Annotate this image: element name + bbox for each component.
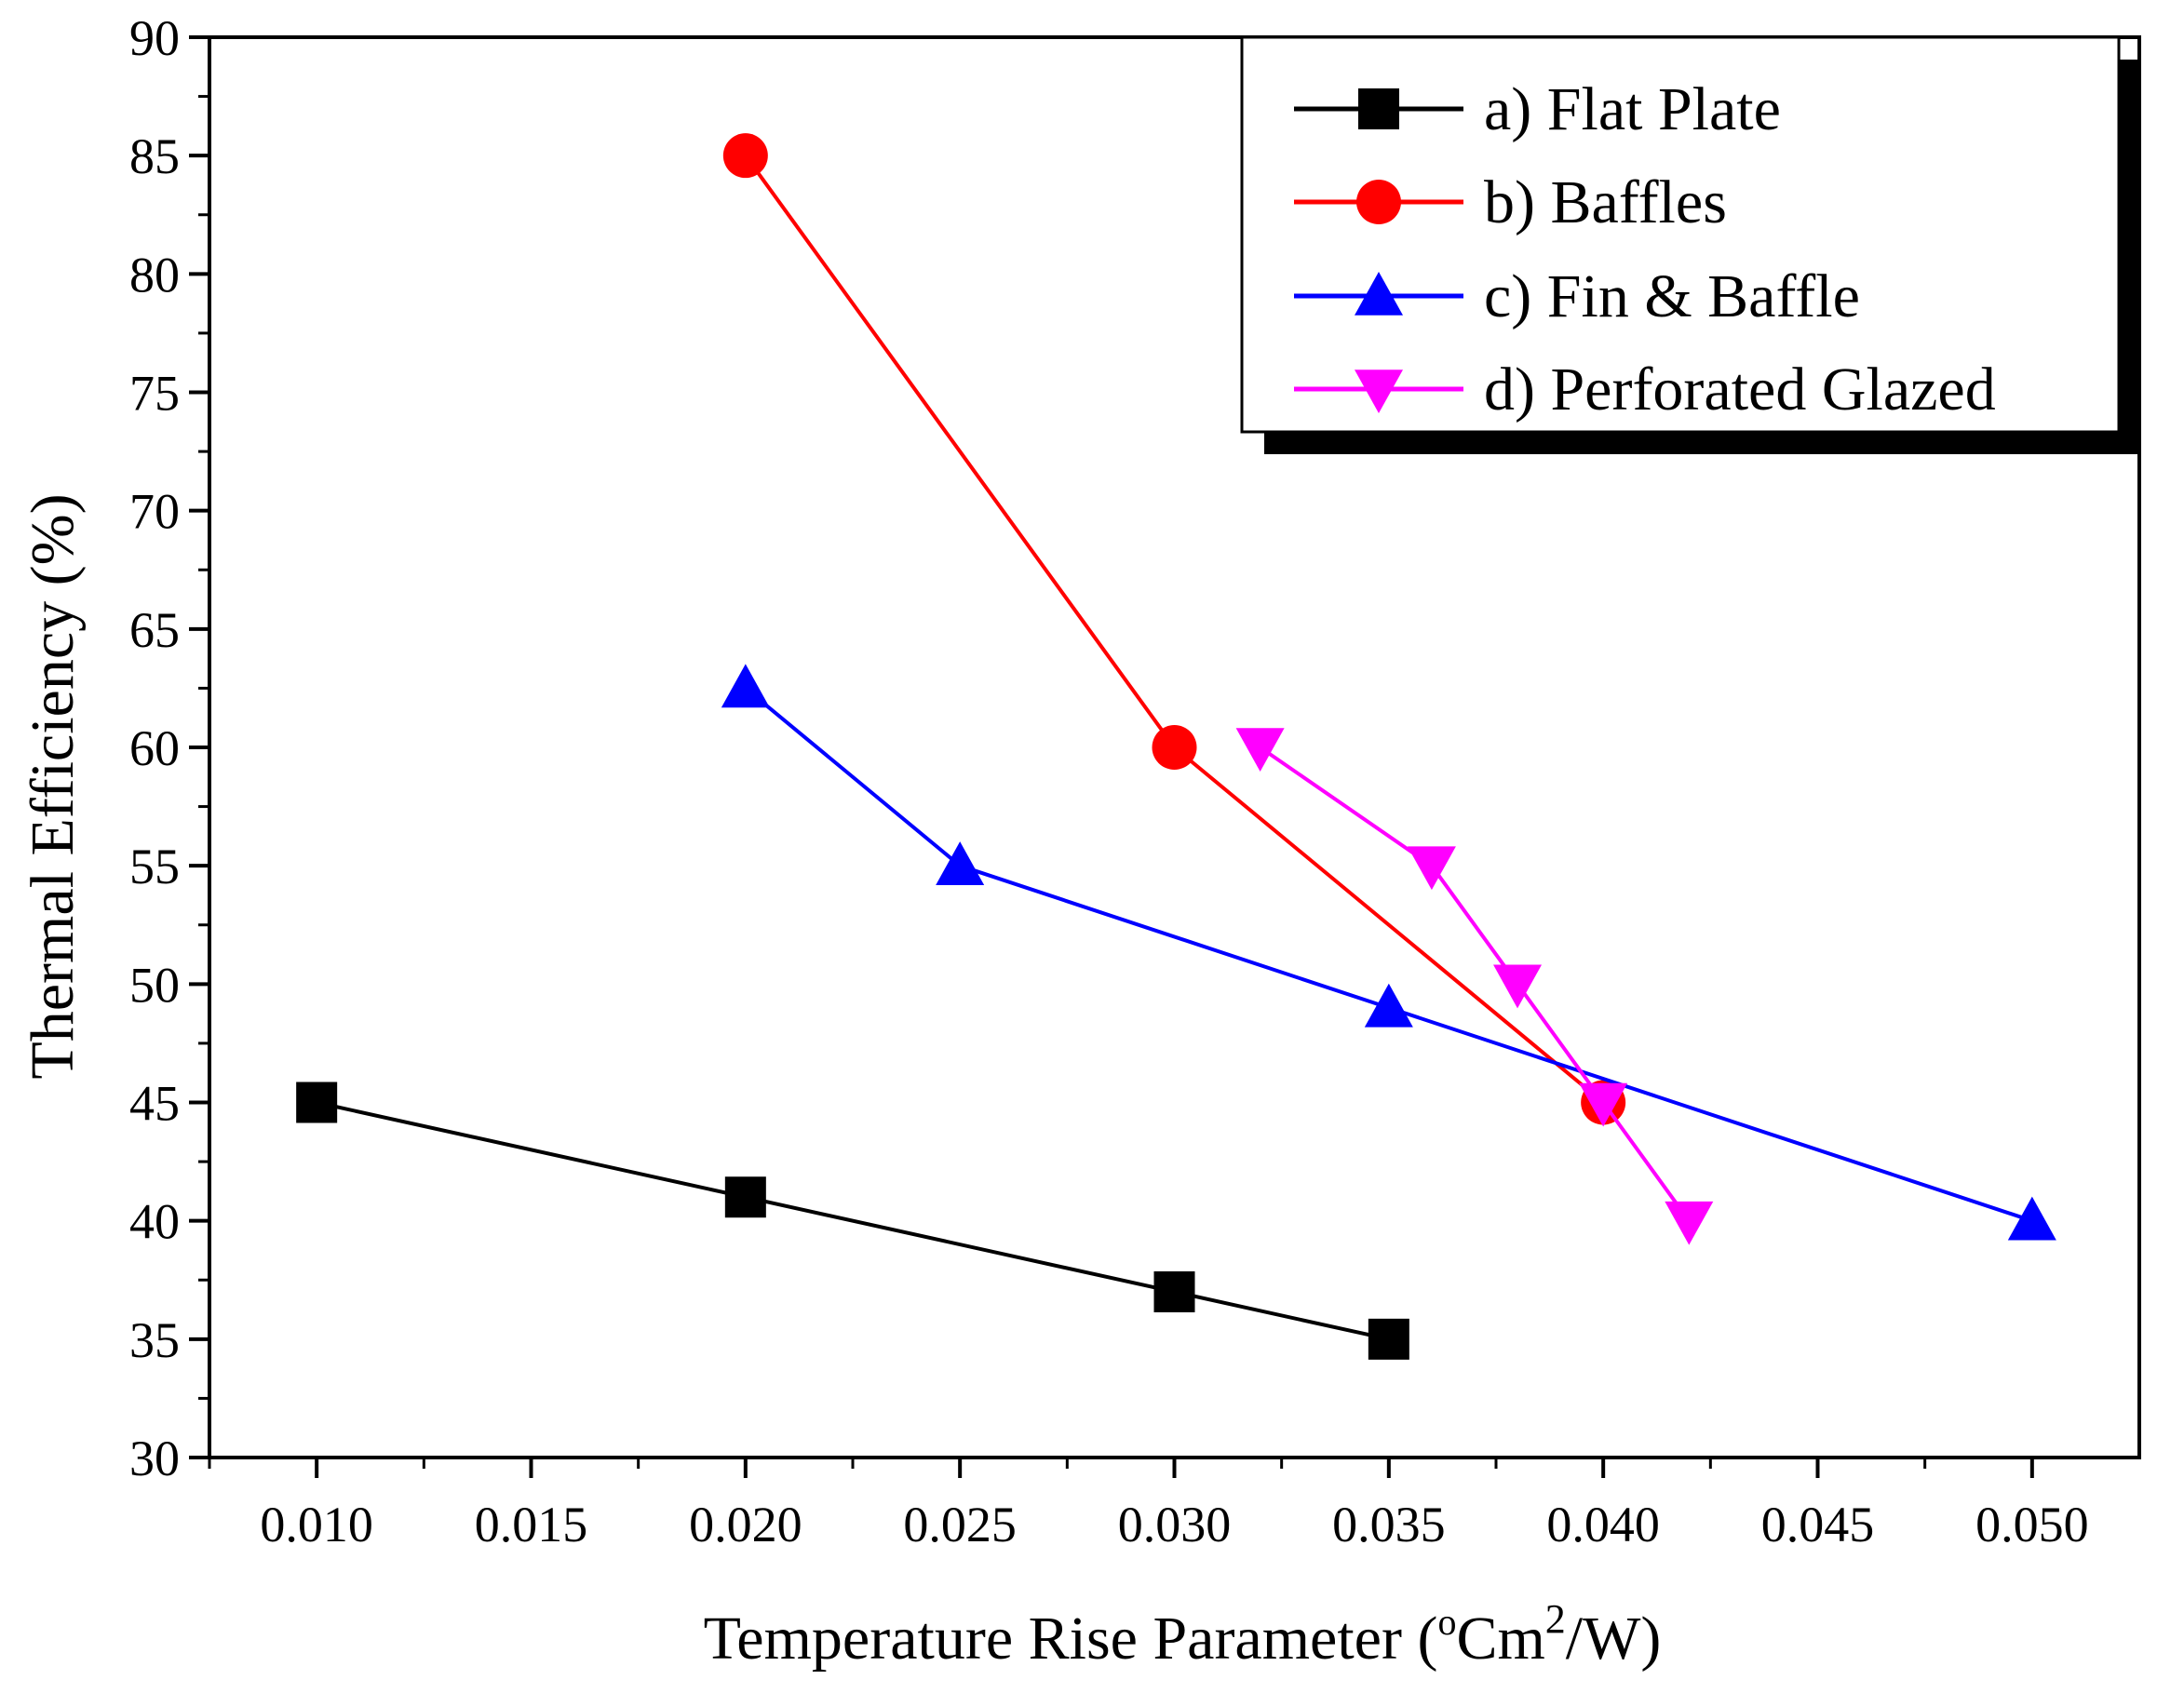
series-3 — [721, 664, 2056, 1241]
legend-marker — [1358, 88, 1399, 129]
y-tick-label: 85 — [129, 128, 180, 184]
data-point — [2007, 1196, 2056, 1241]
x-axis-title-degree: o — [1437, 1601, 1456, 1643]
legend-label: d) Perforated Glazed — [1484, 356, 1996, 423]
data-point — [724, 1176, 766, 1218]
x-tick-label: 0.045 — [1761, 1497, 1875, 1552]
legend-item: c) Fin & Baffle — [1294, 262, 1860, 330]
data-point — [1364, 983, 1413, 1028]
data-point — [1368, 1318, 1409, 1360]
x-tick-label: 0.035 — [1332, 1497, 1446, 1552]
y-tick-label: 60 — [129, 720, 180, 776]
series-4 — [1235, 728, 1714, 1245]
x-tick-label: 0.050 — [1975, 1497, 2089, 1552]
legend-item: b) Baffles — [1294, 168, 1727, 236]
y-axis-title: Thermal Efficiency (%) — [19, 493, 87, 1079]
x-axis-title-main: Temperature Rise Parameter ( — [704, 1605, 1438, 1673]
data-point — [1153, 1270, 1195, 1312]
y-tick-label: 75 — [129, 366, 180, 422]
x-tick-label: 0.025 — [903, 1497, 1017, 1552]
data-point — [722, 133, 768, 179]
y-tick-label: 70 — [129, 484, 180, 540]
data-point — [1235, 728, 1285, 772]
legend: a) Flat Plate b) Baffles c) Fin & Baffle d)… — [1240, 35, 2141, 454]
y-tick-label: 40 — [129, 1194, 180, 1250]
axes-layer: 0.010 0.015 0.020 0.025 0.030 0.035 0.040 0.045… — [129, 10, 2141, 1552]
y-tick-label: 80 — [129, 247, 180, 302]
legend-item: d) Perforated Glazed — [1294, 356, 1996, 423]
y-tick-label: 45 — [129, 1076, 180, 1132]
series-layer — [296, 133, 2056, 1360]
y-tick-label: 90 — [129, 10, 180, 66]
legend-label: b) Baffles — [1484, 168, 1727, 236]
x-tick-label: 0.015 — [475, 1497, 588, 1552]
legend-label: a) Flat Plate — [1484, 75, 1781, 143]
y-tick-label: 55 — [129, 839, 180, 894]
legend-item: a) Flat Plate — [1294, 75, 1781, 143]
data-point — [936, 841, 985, 885]
legend-marker — [1355, 272, 1403, 316]
x-tick-label: 0.020 — [689, 1497, 802, 1552]
legend-marker — [1355, 370, 1403, 413]
legend-label: c) Fin & Baffle — [1484, 262, 1860, 330]
series-1 — [296, 1082, 1409, 1360]
y-tick-label: 65 — [129, 602, 180, 658]
x-axis-title-tail: /W) — [1566, 1605, 1662, 1673]
data-point — [1152, 725, 1197, 770]
y-tick-label: 50 — [129, 957, 180, 1013]
series-line — [316, 1100, 1390, 1341]
x-axis-title-exponent: 2 — [1545, 1596, 1566, 1642]
data-point — [721, 664, 770, 708]
data-point — [1665, 1201, 1714, 1245]
data-point — [1407, 846, 1456, 891]
x-tick-label: 0.040 — [1546, 1497, 1660, 1552]
x-tick-label: 0.030 — [1118, 1497, 1232, 1552]
y-tick-label: 30 — [129, 1431, 180, 1486]
series-line — [744, 686, 2033, 1223]
data-point — [296, 1082, 338, 1123]
data-point — [1579, 1082, 1628, 1127]
x-axis-title-unit: Cm — [1456, 1605, 1544, 1673]
legend-marker — [1356, 180, 1401, 224]
x-axis-title: Temperature Rise Parameter (oCm2/W) — [704, 1596, 1662, 1673]
y-tick-label: 35 — [129, 1312, 180, 1368]
x-tick-label: 0.010 — [260, 1497, 373, 1552]
data-point — [1493, 964, 1543, 1009]
